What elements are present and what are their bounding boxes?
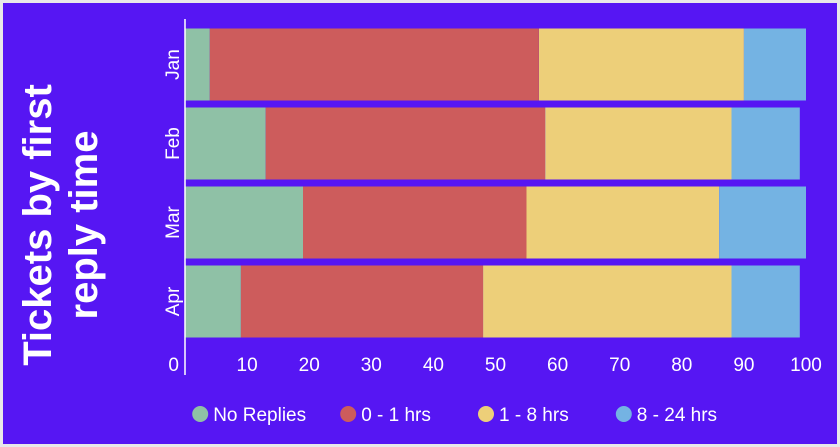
chart-title-line-1: Tickets by first <box>16 84 60 366</box>
bar-jan-1-8-hrs <box>539 28 744 101</box>
x-tick-label-60: 60 <box>547 355 568 376</box>
legend-label-1-8-hrs: 1 - 8 hrs <box>499 405 569 426</box>
legend: No Replies 0 - 1 hrs 1 - 8 hrs 8 - 24 hrs <box>192 405 717 426</box>
chart-title: Tickets by first reply time <box>16 84 106 366</box>
legend-label-8-24-hrs: 8 - 24 hrs <box>637 405 717 426</box>
bar-apr-0-1-hrs <box>240 265 484 338</box>
bar-apr-1-8-hrs <box>483 265 732 338</box>
x-tick-label-30: 30 <box>361 355 382 376</box>
bar-area <box>185 28 806 338</box>
x-tick-label-0: 0 <box>168 355 179 376</box>
legend-swatch-0-1-hrs <box>340 406 357 422</box>
bar-mar-8-24-hrs <box>719 186 806 259</box>
bar-jan-0-1-hrs <box>209 28 539 101</box>
bar-feb-0-1-hrs <box>265 107 546 180</box>
x-tick-label-90: 90 <box>733 355 754 376</box>
bar-feb-8-24-hrs <box>731 107 800 180</box>
x-tick-label-20: 20 <box>299 355 320 376</box>
value-axis: 0 10 20 30 40 50 60 70 80 90 100 <box>168 355 821 376</box>
x-tick-label-80: 80 <box>671 355 692 376</box>
chart: Tickets by first reply time Jan Feb Mar Apr… <box>16 19 822 426</box>
category-label-apr: Apr <box>163 286 184 316</box>
x-tick-label-100: 100 <box>790 355 822 376</box>
legend-swatch-1-8-hrs <box>478 406 494 422</box>
x-tick-label-50: 50 <box>485 355 506 376</box>
legend-label-no-replies: No Replies <box>213 405 306 426</box>
category-label-feb: Feb <box>163 127 184 160</box>
category-label-mar: Mar <box>163 205 184 238</box>
bar-mar-no-replies <box>185 186 303 259</box>
chart-frame: Tickets by first reply time Jan Feb Mar Apr… <box>3 3 837 444</box>
bar-apr-8-24-hrs <box>731 265 800 338</box>
bar-feb-no-replies <box>185 107 266 180</box>
category-label-jan: Jan <box>163 49 184 80</box>
bar-feb-1-8-hrs <box>545 107 732 180</box>
bar-mar-1-8-hrs <box>526 186 719 259</box>
x-tick-label-70: 70 <box>609 355 630 376</box>
bar-apr-no-replies <box>185 265 241 338</box>
legend-swatch-8-24-hrs <box>615 406 632 422</box>
bar-jan-no-replies <box>185 28 210 101</box>
x-tick-label-40: 40 <box>423 355 444 376</box>
legend-label-0-1-hrs: 0 - 1 hrs <box>361 405 431 426</box>
bar-jan-8-24-hrs <box>743 28 806 101</box>
x-tick-label-10: 10 <box>237 355 258 376</box>
chart-title-line-2: reply time <box>62 131 106 320</box>
bar-mar-0-1-hrs <box>303 186 527 259</box>
legend-swatch-no-replies <box>192 406 209 422</box>
category-axis: Jan Feb Mar Apr <box>163 19 186 375</box>
